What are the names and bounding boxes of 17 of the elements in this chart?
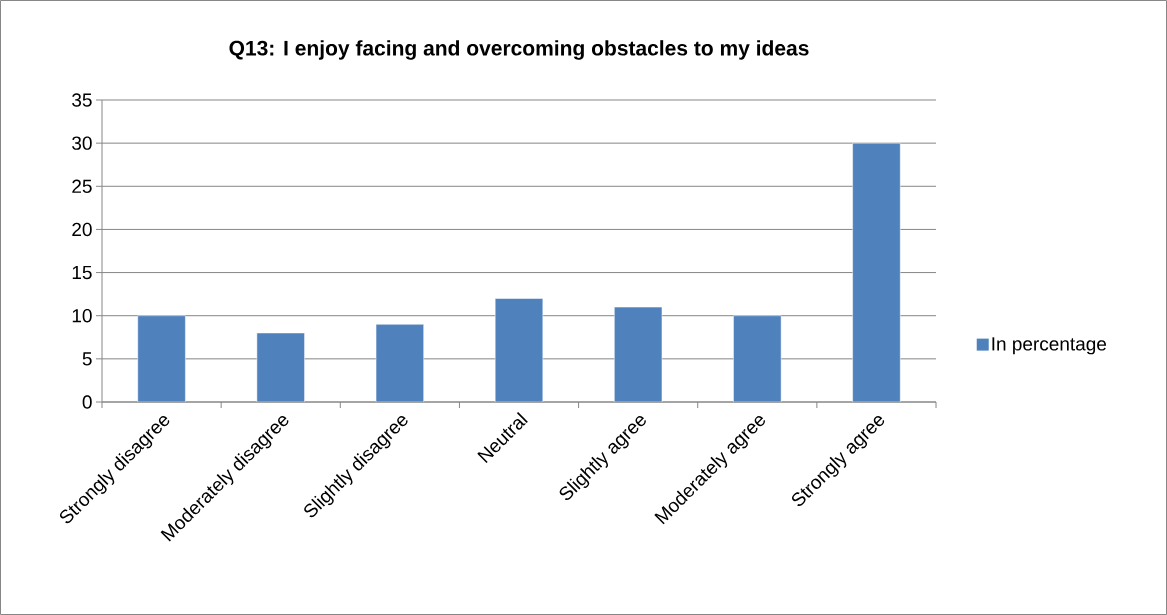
y-tick-label: 5: [82, 352, 92, 366]
y-tick-label: 35: [72, 93, 92, 107]
bar: [137, 315, 186, 402]
legend-label: In percentage: [992, 337, 1107, 355]
bar: [733, 315, 782, 402]
y-tick-label: 15: [72, 265, 92, 280]
bar: [375, 324, 424, 402]
y-tick-label: 25: [72, 179, 92, 194]
chart-title: Q13: I enjoy facing and overcoming obstacles to my ideas: [229, 40, 809, 60]
bar: [256, 332, 305, 402]
bar: [852, 142, 901, 402]
y-tick-label: 10: [72, 308, 92, 323]
y-tick-label: 20: [72, 222, 92, 237]
bar: [614, 306, 663, 402]
bar: [494, 298, 544, 402]
y-tick-label: 0: [82, 395, 92, 409]
y-tick-label: 30: [72, 136, 92, 150]
